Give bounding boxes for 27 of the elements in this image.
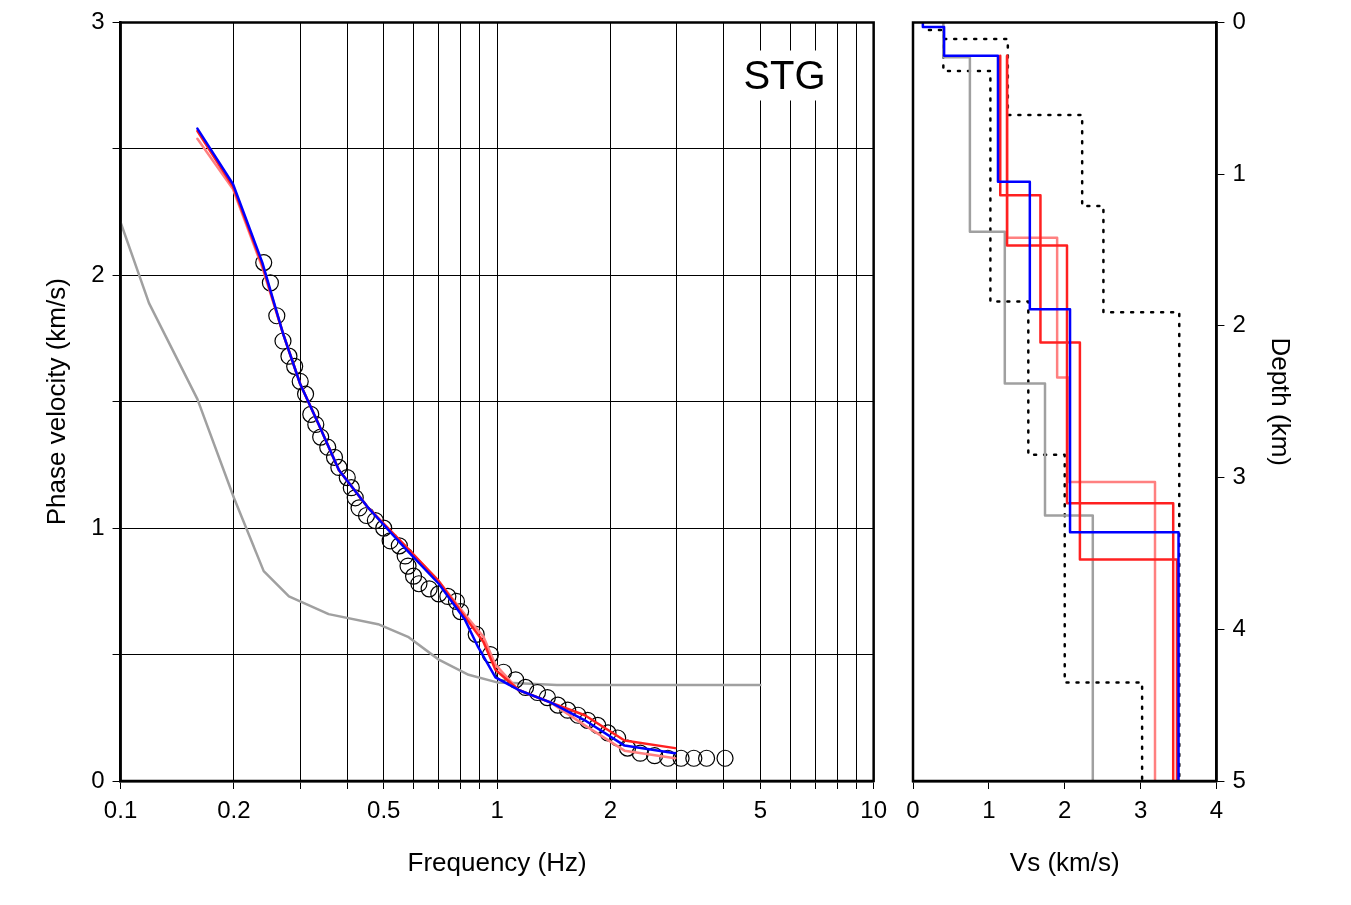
x-tick-label: 0.1 xyxy=(103,796,138,824)
x-tick-label: 0.2 xyxy=(217,796,251,824)
y-tick-label: 0 xyxy=(1232,7,1246,35)
y-axis-title: Phase velocity (km/s) xyxy=(40,278,71,526)
y-tick-label: 4 xyxy=(1232,613,1246,641)
x-tick-label: 1 xyxy=(982,796,996,824)
y-tick-label: 5 xyxy=(1232,765,1246,793)
annotation: STG xyxy=(743,53,826,98)
y-tick-label: 2 xyxy=(91,259,105,287)
x-tick-label: 5 xyxy=(753,796,767,824)
x-tick-label: 0 xyxy=(906,796,920,824)
x-tick-label: 3 xyxy=(1133,796,1148,824)
x-tick-label: 4 xyxy=(1209,796,1224,824)
y-tick-label: 3 xyxy=(1232,462,1246,490)
x-tick-label: 0.5 xyxy=(367,796,401,824)
x-tick-label: 2 xyxy=(603,796,618,824)
x-axis-title: Vs (km/s) xyxy=(1009,846,1120,877)
x-axis-title: Frequency (Hz) xyxy=(407,846,587,877)
x-tick-label: 1 xyxy=(490,796,504,824)
y-tick-label: 1 xyxy=(91,512,105,540)
y-tick-label: 1 xyxy=(1232,158,1246,186)
y-axis-title: Depth (km) xyxy=(1266,337,1297,466)
y-tick-label: 2 xyxy=(1232,310,1246,338)
x-tick-label: 10 xyxy=(860,796,887,824)
y-tick-label: 0 xyxy=(91,765,105,793)
y-tick-label: 3 xyxy=(91,7,105,35)
x-tick-label: 2 xyxy=(1058,796,1072,824)
